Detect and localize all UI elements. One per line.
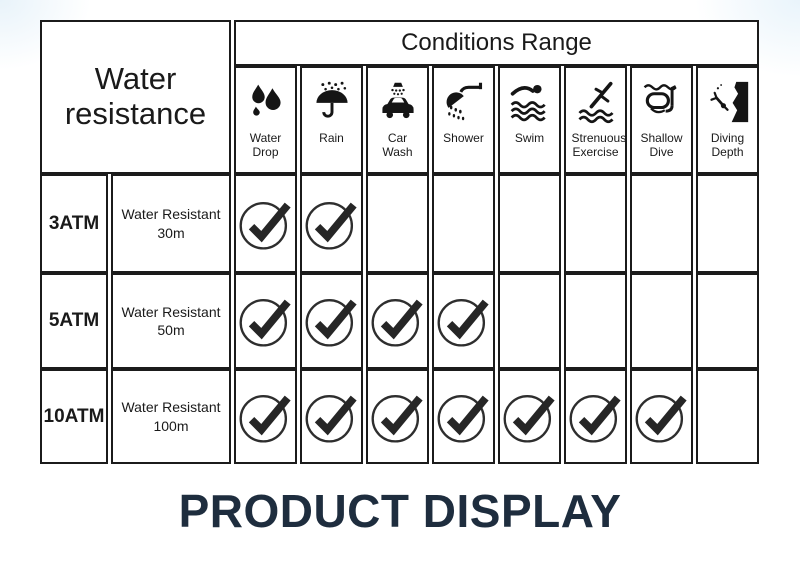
- check-cell: [564, 369, 627, 464]
- water-resistance-header: Water resistance: [40, 20, 231, 174]
- check-cell: [366, 273, 429, 369]
- diving-depth-icon: [706, 75, 750, 129]
- check-cell: [300, 174, 363, 273]
- check-icon: [304, 391, 360, 443]
- strenuous-exercise-icon: [574, 75, 618, 129]
- check-icon: [634, 391, 690, 443]
- condition-label: Rain: [319, 131, 344, 145]
- check-cell: [696, 174, 759, 273]
- rating-cell: 3ATM: [40, 174, 108, 273]
- check-cell: [234, 273, 297, 369]
- check-cell: [498, 369, 561, 464]
- check-cell: [630, 273, 693, 369]
- check-cell: [696, 369, 759, 464]
- shower-icon: [442, 75, 486, 129]
- condition-header-shallow-dive: Shallow Dive: [630, 66, 693, 174]
- product-display-title: PRODUCT DISPLAY: [178, 485, 622, 537]
- swim-icon: [508, 75, 552, 129]
- check-cell: [630, 369, 693, 464]
- check-icon: [568, 391, 624, 443]
- check-cell: [498, 273, 561, 369]
- check-icon: [304, 198, 360, 250]
- check-icon: [238, 198, 294, 250]
- rating-cell: 5ATM: [40, 273, 108, 369]
- condition-label: Car Wash: [382, 131, 413, 159]
- check-icon: [502, 391, 558, 443]
- condition-label: Shallow Dive: [640, 131, 683, 159]
- condition-label: Water Drop: [249, 131, 282, 159]
- description-cell: Water Resistant 50m: [111, 273, 231, 369]
- check-cell: [432, 273, 495, 369]
- condition-header-swim: Swim: [498, 66, 561, 174]
- check-cell: [696, 273, 759, 369]
- car-wash-icon: [376, 75, 420, 129]
- description-cell: Water Resistant 30m: [111, 174, 231, 273]
- description-text: Water Resistant 100m: [121, 399, 221, 434]
- condition-header-diving-depth: Diving Depth: [696, 66, 759, 174]
- check-cell: [564, 174, 627, 273]
- check-cell: [234, 369, 297, 464]
- condition-label: Swim: [514, 131, 545, 145]
- check-cell: [498, 174, 561, 273]
- condition-header-rain: Rain: [300, 66, 363, 174]
- conditions-range-header: Conditions Range: [234, 20, 759, 66]
- check-cell: [366, 174, 429, 273]
- condition-header-shower: Shower: [432, 66, 495, 174]
- check-icon: [370, 391, 426, 443]
- condition-label: Strenuous Exercise: [571, 131, 627, 159]
- check-cell: [432, 174, 495, 273]
- condition-label: Diving Depth: [710, 131, 745, 159]
- check-cell: [630, 174, 693, 273]
- water-resistance-table: Water resistance Conditions Range Water …: [40, 20, 759, 464]
- condition-label: Shower: [443, 131, 484, 145]
- shallow-dive-icon: [640, 75, 684, 129]
- rain-icon: [310, 75, 354, 129]
- check-cell: [300, 369, 363, 464]
- description-text: Water Resistant 30m: [121, 206, 221, 241]
- check-cell: [234, 174, 297, 273]
- description-text: Water Resistant 50m: [121, 303, 221, 338]
- description-cell: Water Resistant 100m: [111, 369, 231, 464]
- check-cell: [366, 369, 429, 464]
- check-icon: [304, 295, 360, 347]
- check-icon: [238, 295, 294, 347]
- check-icon: [370, 295, 426, 347]
- condition-header-water-drop: Water Drop: [234, 66, 297, 174]
- rating-cell: 10ATM: [40, 369, 108, 464]
- check-icon: [238, 391, 294, 443]
- condition-header-strenuous-exercise: Strenuous Exercise: [564, 66, 627, 174]
- check-cell: [564, 273, 627, 369]
- water-drop-icon: [244, 75, 288, 129]
- check-icon: [436, 295, 492, 347]
- condition-header-car-wash: Car Wash: [366, 66, 429, 174]
- check-cell: [432, 369, 495, 464]
- check-icon: [436, 391, 492, 443]
- check-cell: [300, 273, 363, 369]
